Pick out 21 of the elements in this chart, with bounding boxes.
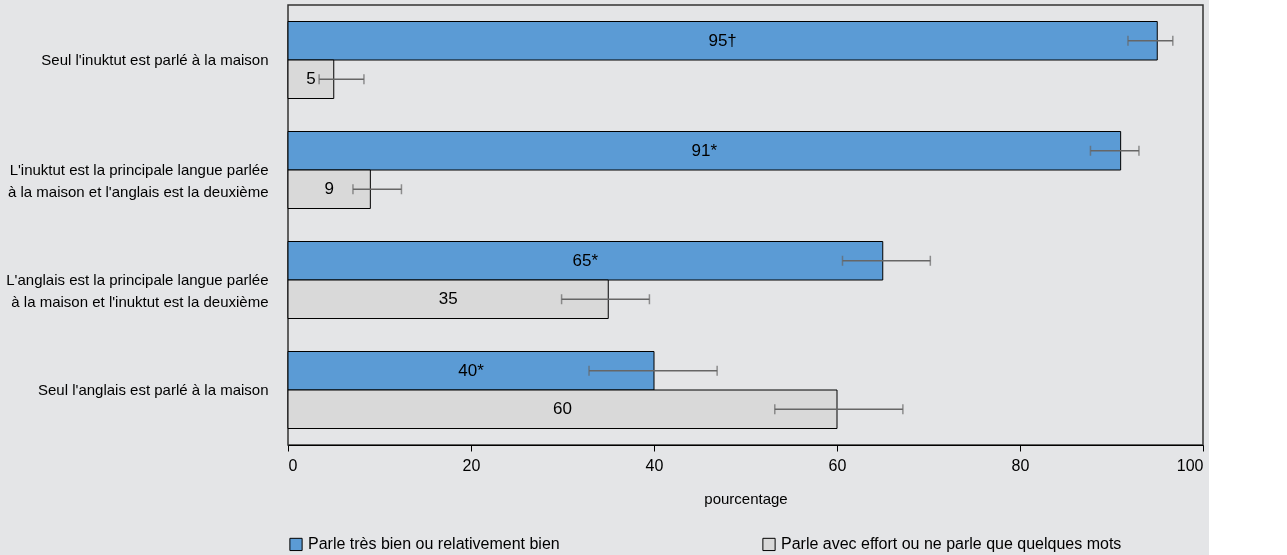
y-tick-label: Seul l'inuktut est parlé à la maison bbox=[41, 51, 269, 68]
data-label: 65* bbox=[572, 250, 599, 270]
x-tick-label: 40 bbox=[645, 456, 664, 474]
data-label: 5 bbox=[306, 69, 316, 89]
y-tick-label: Seul l'anglais est parlé à la maison bbox=[38, 381, 269, 398]
x-tick-label: 60 bbox=[828, 456, 847, 474]
x-tick-label: 20 bbox=[462, 456, 481, 474]
legend-label: Parle très bien ou relativement bien bbox=[308, 535, 560, 553]
legend-label: Parle avec effort ou ne parle que quelques mots bbox=[781, 535, 1122, 553]
x-axis-title: pourcentage bbox=[704, 489, 788, 507]
data-label: 35 bbox=[438, 289, 458, 309]
y-tick-label: L'inuktut est la principale langue parlée à la maison et l'anglais est la deuxième bbox=[7, 161, 269, 200]
x-tick-label: 100 bbox=[1176, 456, 1204, 474]
data-label: 95† bbox=[708, 30, 737, 50]
x-tick-label: 0 bbox=[288, 456, 298, 474]
data-label: 9 bbox=[324, 179, 334, 199]
data-label: 40* bbox=[458, 360, 485, 380]
data-label: 91* bbox=[691, 140, 718, 160]
x-tick-label: 80 bbox=[1011, 456, 1030, 474]
data-label: 60 bbox=[553, 399, 572, 419]
y-tick-label: L'anglais est la principale langue parlée à la maison et l'inuktut est la deuxième bbox=[6, 271, 269, 310]
